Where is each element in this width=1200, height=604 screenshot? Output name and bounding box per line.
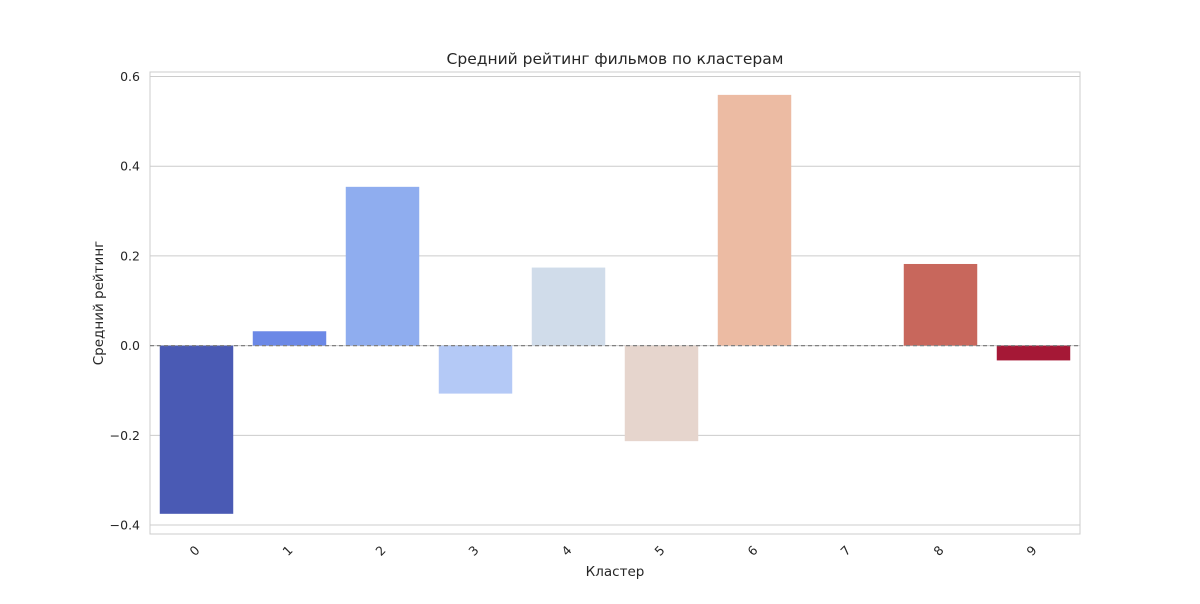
- bar-cluster-3: [438, 345, 513, 394]
- x-tick-label: 6: [744, 542, 760, 558]
- y-tick-label: 0.0: [120, 338, 140, 353]
- y-axis-label: Средний рейтинг: [91, 241, 107, 366]
- bar-cluster-2: [345, 186, 420, 346]
- bar-cluster-8: [903, 263, 978, 346]
- x-tick-label: 7: [837, 543, 853, 559]
- x-axis-label: Кластер: [586, 564, 645, 580]
- bars: [159, 94, 1071, 514]
- x-tick-label: 1: [279, 543, 295, 559]
- x-tick-label: 4: [558, 542, 574, 558]
- x-tick-label: 3: [465, 543, 481, 559]
- x-tick-label: 8: [930, 542, 946, 558]
- x-tick-label: 9: [1023, 542, 1039, 558]
- y-axis-ticks: −0.4 −0.2 0.0 0.2 0.4 0.6: [110, 69, 140, 533]
- y-tick-label: 0.2: [120, 248, 140, 263]
- x-tick-label: 0: [186, 542, 202, 558]
- x-tick-label: 2: [372, 543, 388, 559]
- x-axis-ticks: 0 1 2 3 4 5 6 7 8 9: [186, 542, 1039, 558]
- bar-cluster-0: [159, 345, 234, 514]
- bar-cluster-5: [624, 345, 699, 442]
- y-tick-label: 0.6: [120, 69, 140, 84]
- y-tick-label: −0.4: [110, 518, 140, 533]
- plot-area-frame: [149, 71, 1081, 535]
- bar-cluster-1: [252, 331, 327, 346]
- x-tick-label: 5: [651, 543, 667, 559]
- y-tick-label: 0.4: [120, 159, 140, 174]
- y-tick-label: −0.2: [110, 428, 140, 443]
- bar-cluster-9: [996, 345, 1071, 361]
- bar-cluster-4: [531, 267, 606, 346]
- chart-title: Средний рейтинг фильмов по кластерам: [447, 50, 784, 68]
- bar-cluster-6: [717, 94, 792, 346]
